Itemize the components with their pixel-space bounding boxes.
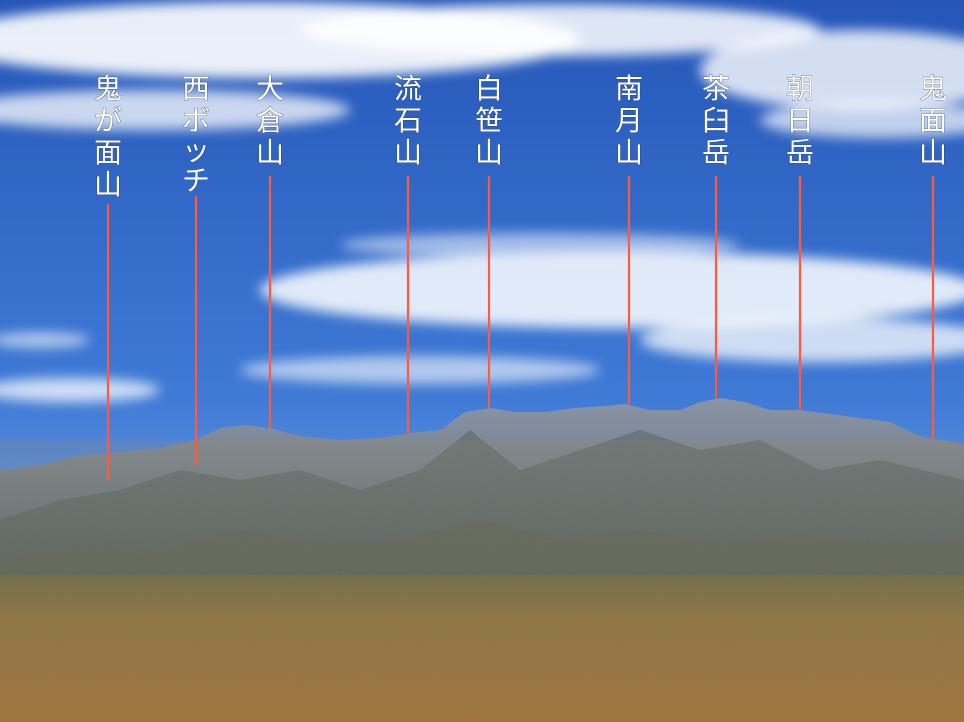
- svg-text:山: 山: [475, 136, 503, 169]
- svg-text:チ: チ: [182, 164, 210, 197]
- peak-label-nishibocchi: 西 ボ ッ チ: [182, 72, 211, 198]
- svg-text:西: 西: [182, 72, 210, 105]
- svg-text:山: 山: [394, 136, 422, 169]
- peak-markers: [106, 176, 935, 480]
- svg-text:流: 流: [394, 72, 422, 105]
- clouds: [0, 2, 964, 402]
- svg-text:が: が: [94, 104, 122, 137]
- svg-text:岳: 岳: [786, 136, 814, 169]
- svg-text:日: 日: [786, 104, 814, 137]
- svg-text:南: 南: [615, 72, 643, 105]
- peak-label-chausu: 茶 臼 岳: [702, 72, 731, 170]
- svg-text:山: 山: [919, 136, 947, 169]
- peak-label-shirasasa: 白 笹 山: [475, 72, 504, 170]
- svg-text:面: 面: [919, 104, 947, 137]
- svg-text:鬼: 鬼: [94, 72, 122, 105]
- svg-text:茶: 茶: [702, 72, 730, 105]
- svg-text:ッ: ッ: [182, 134, 210, 167]
- peak-label-asahi: 朝 日 岳: [786, 72, 815, 170]
- peak-label-onigamen: 鬼 が 面 山: [94, 72, 123, 202]
- svg-text:山: 山: [94, 168, 122, 201]
- svg-text:岳: 岳: [702, 136, 730, 169]
- svg-text:山: 山: [256, 136, 284, 169]
- svg-text:大: 大: [256, 72, 284, 105]
- svg-text:倉: 倉: [256, 104, 284, 137]
- svg-text:ボ: ボ: [182, 104, 210, 137]
- peak-label-ookura: 大 倉 山: [256, 72, 285, 170]
- svg-text:鬼: 鬼: [919, 72, 947, 105]
- svg-text:月: 月: [615, 104, 643, 137]
- svg-text:面: 面: [94, 136, 122, 169]
- svg-text:笹: 笹: [475, 104, 503, 137]
- peak-label-onizura: 鬼 面 山: [919, 72, 948, 170]
- svg-text:石: 石: [394, 104, 422, 137]
- svg-text:山: 山: [615, 136, 643, 169]
- svg-text:臼: 臼: [702, 104, 730, 137]
- svg-text:朝: 朝: [786, 72, 814, 105]
- peak-labels: 鬼 が 面 山 西 ボ ッ チ 大 倉 山 流 石 山 白: [94, 72, 948, 202]
- peak-label-minamigatsu: 南 月 山: [615, 72, 644, 170]
- svg-text:白: 白: [475, 72, 503, 105]
- forest-texture: [0, 440, 964, 722]
- peak-label-nagare-ishi: 流 石 山: [394, 72, 423, 170]
